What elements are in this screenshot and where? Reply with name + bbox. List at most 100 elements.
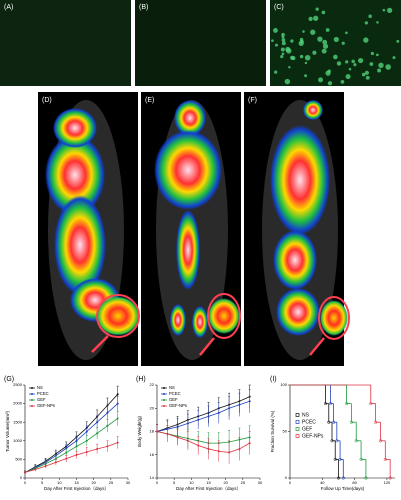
x-tick-label: 0 (24, 480, 27, 485)
cell (353, 63, 357, 67)
point (85, 430, 88, 433)
x-tick-label: 80 (352, 480, 357, 485)
point (24, 471, 26, 474)
cell (280, 47, 285, 52)
point (238, 403, 241, 406)
cell (321, 48, 327, 54)
cell (281, 38, 286, 42)
point (65, 451, 68, 454)
cell (341, 41, 345, 45)
censor-mark (388, 476, 392, 480)
legend-label: GEF (302, 426, 312, 432)
point (54, 461, 57, 464)
legend-label: PCEC (37, 391, 49, 396)
censor-mark (327, 420, 331, 424)
censor-mark (378, 439, 383, 443)
cell (333, 54, 338, 60)
legend-marker (163, 405, 165, 407)
cell (376, 21, 379, 24)
point (106, 411, 109, 414)
panel-label: (A) (4, 4, 13, 11)
cell (368, 14, 372, 19)
y-tick-label: 500 (15, 456, 22, 461)
point (75, 453, 78, 456)
cell (284, 78, 291, 85)
cell (378, 62, 384, 69)
y-axis-title: Body Weight(g) (137, 416, 142, 447)
censor-mark (328, 402, 332, 406)
panel-label: (C) (274, 4, 284, 11)
panel-label: (B) (139, 4, 148, 11)
point (238, 447, 241, 450)
legend-marker (163, 387, 165, 389)
panel-label: (H) (136, 376, 146, 383)
point (217, 411, 220, 414)
panel-label: (E) (145, 97, 154, 104)
point (85, 450, 88, 453)
cell (377, 68, 382, 73)
legend-marker (31, 387, 33, 389)
panel-label: (F) (248, 97, 257, 104)
point (75, 445, 78, 448)
y-tick-label: 0 (285, 475, 288, 480)
cell (274, 70, 278, 74)
point (116, 417, 119, 420)
censor-mark (330, 439, 334, 443)
y-axis-title: Fraction Survival (%) (270, 410, 275, 452)
point (197, 444, 200, 447)
point (207, 447, 210, 450)
cell (351, 59, 355, 64)
cell (291, 56, 296, 61)
cell (361, 72, 366, 77)
censor-mark (335, 439, 339, 443)
y-tick-label: 1000 (13, 438, 23, 443)
point (197, 418, 200, 421)
panel-label: (I) (270, 376, 277, 383)
x-axis-title: Follow Up Time(days) (321, 486, 365, 491)
censor-mark (336, 476, 341, 480)
micrograph (270, 0, 401, 86)
legend-label: GEF-NPs (302, 433, 324, 439)
y-tick-label: 2500 (13, 382, 23, 387)
cell (382, 8, 386, 12)
cell (304, 54, 311, 61)
cell (336, 61, 342, 66)
censor-mark (349, 420, 353, 424)
censor-mark (323, 402, 328, 406)
y-tick-label: 22 (150, 382, 155, 387)
point (96, 421, 99, 424)
cell (370, 51, 374, 56)
point (228, 407, 231, 410)
cell (290, 39, 294, 43)
x-tick-label: 25 (241, 480, 246, 485)
cell (318, 77, 324, 83)
censor-mark (341, 476, 345, 480)
y-tick-label: 2000 (13, 401, 23, 406)
y-tick-label: 14 (150, 475, 155, 480)
y-tick-label: 1500 (13, 419, 23, 424)
censor-mark (369, 402, 373, 406)
cell (345, 60, 349, 64)
x-tick-label: 40 (320, 480, 325, 485)
point (156, 430, 158, 433)
legend-label: GEF-NPs (37, 403, 55, 408)
cell (285, 46, 291, 52)
legend-swatch (295, 413, 300, 417)
cell (298, 40, 304, 46)
cell (369, 62, 374, 66)
censor-mark (364, 476, 368, 480)
x-tick-label: 10 (189, 480, 194, 485)
point (96, 432, 99, 435)
cell (322, 43, 329, 49)
cell (392, 56, 396, 60)
cell (302, 30, 305, 33)
censor-mark (374, 420, 378, 424)
y-tick-label: 18 (150, 429, 155, 434)
censor-mark (332, 420, 336, 424)
cell (325, 28, 330, 32)
series-line (24, 403, 118, 473)
legend-marker (31, 393, 33, 395)
series-line (24, 418, 118, 473)
cell (387, 7, 393, 13)
series-line (156, 431, 250, 444)
